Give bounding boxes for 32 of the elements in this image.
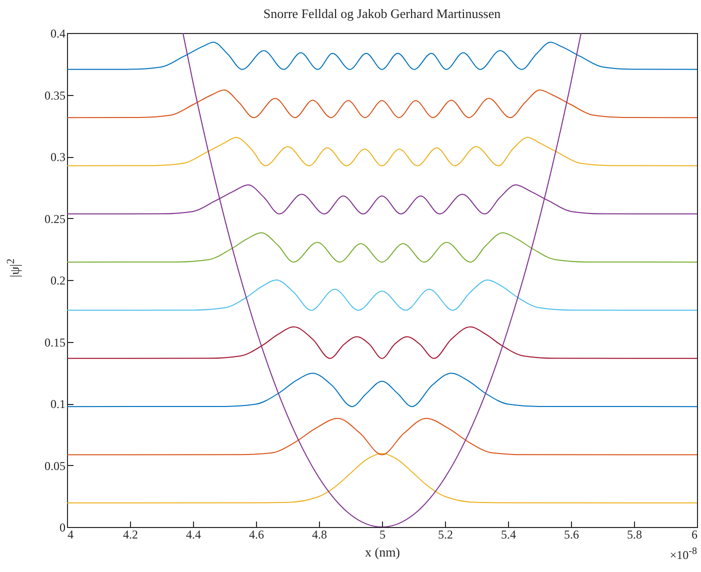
line-series	[67, 232, 697, 263]
x-tick-label: 6	[692, 528, 698, 542]
y-tick-label: 0.15	[44, 335, 66, 350]
line-series	[67, 42, 697, 70]
line-series	[67, 280, 697, 311]
x-tick-label: 5.2	[438, 528, 453, 542]
x-tick-label: 5.6	[564, 528, 579, 542]
y-tick-label: 0.4	[50, 26, 66, 40]
x-tick-label: 4	[68, 528, 74, 542]
line-series	[67, 418, 697, 456]
x-tick-label: 5.8	[627, 528, 642, 542]
line-series	[67, 372, 697, 408]
y-tick-label: 0.3	[50, 150, 66, 164]
x-tick-label: 4.2	[123, 528, 138, 542]
line-series	[67, 90, 697, 118]
y-tick-label: 0.1	[50, 397, 66, 411]
x-axis-title: x (nm)	[364, 544, 400, 560]
y-tick-label: 0.05	[44, 458, 66, 473]
x-tick-label: 4.4	[186, 528, 201, 542]
x-tick-label: 5	[380, 528, 386, 542]
line-series	[67, 136, 697, 166]
y-tick-label: 0.25	[44, 212, 66, 226]
line-series	[67, 326, 697, 359]
x-tick-label: 5.4	[501, 528, 516, 542]
y-tick-label: 0	[60, 520, 66, 534]
x-tick-label: 4.8	[312, 528, 327, 542]
y-tick-label: 0.35	[44, 88, 66, 102]
line-series	[67, 453, 697, 504]
chart-title: Snorre Felldal og Jakob Gerhard Martinussen	[263, 6, 502, 21]
y-tick-label: 0.2	[50, 274, 66, 288]
text: ×10$^{-8}$	[670, 546, 697, 563]
x-tick-label: 4.6	[249, 528, 264, 542]
